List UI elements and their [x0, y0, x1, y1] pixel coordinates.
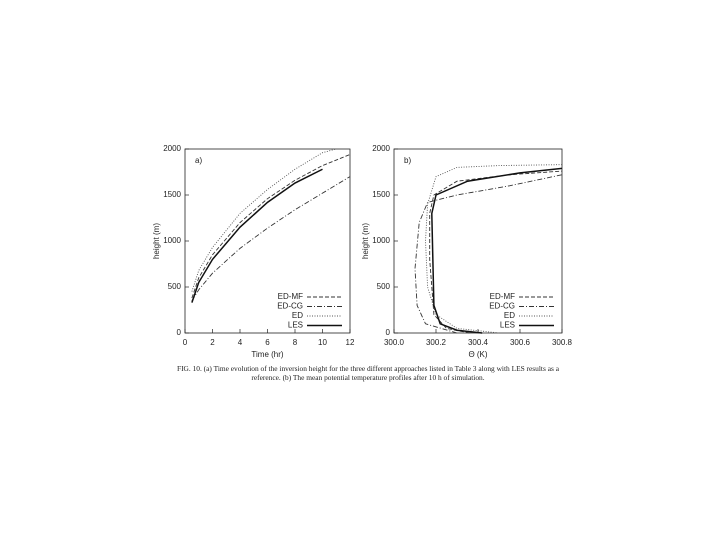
series-line — [414, 174, 563, 334]
y-tick-label: 0 — [386, 328, 391, 337]
caption: FIG. 10. (a) Time evolution of the inver… — [176, 364, 559, 382]
x-axis-label: Θ (K) — [468, 350, 487, 359]
x-tick-label: 8 — [293, 338, 298, 347]
y-tick-label: 2000 — [163, 144, 181, 153]
y-axis-label: height (m) — [152, 223, 161, 259]
y-tick-label: 1500 — [163, 190, 181, 199]
x-tick-label: 0 — [183, 338, 188, 347]
series-line — [191, 168, 323, 303]
legend-label: LES — [288, 321, 303, 330]
y-tick-label: 1000 — [372, 236, 390, 245]
x-tick-label: 300.2 — [426, 338, 447, 347]
series-line — [191, 148, 337, 292]
y-tick-label: 1500 — [372, 190, 390, 199]
y-axis-label: height (m) — [361, 223, 370, 259]
series-line — [191, 154, 351, 299]
panel-label: a) — [195, 156, 202, 165]
series-line — [191, 176, 351, 302]
y-tick-label: 0 — [177, 328, 182, 337]
x-tick-label: 2 — [210, 338, 215, 347]
x-tick-label: 300.8 — [552, 338, 573, 347]
legend-label: ED-MF — [490, 292, 515, 301]
legend-label: ED-CG — [489, 302, 515, 311]
y-tick-label: 500 — [377, 282, 391, 291]
plot-frame — [184, 148, 351, 334]
panel-label: b) — [404, 156, 411, 165]
x-tick-label: 300.4 — [468, 338, 489, 347]
x-axis-label: Time (hr) — [251, 350, 283, 359]
y-tick-label: 500 — [168, 282, 182, 291]
legend-label: ED — [292, 311, 303, 320]
series-line — [425, 164, 563, 334]
plot-frame — [393, 148, 563, 334]
x-tick-label: 300.6 — [510, 338, 531, 347]
x-tick-label: 12 — [346, 338, 355, 347]
legend-label: ED — [504, 311, 515, 320]
y-tick-label: 1000 — [163, 236, 181, 245]
legend-label: LES — [500, 321, 515, 330]
x-tick-label: 300.0 — [384, 338, 405, 347]
series-line — [431, 167, 563, 334]
x-tick-label: 4 — [238, 338, 243, 347]
x-tick-label: 6 — [265, 338, 270, 347]
legend-label: ED-CG — [277, 302, 303, 311]
x-tick-label: 10 — [318, 338, 327, 347]
legend-label: ED-MF — [278, 292, 303, 301]
y-tick-label: 2000 — [372, 144, 390, 153]
